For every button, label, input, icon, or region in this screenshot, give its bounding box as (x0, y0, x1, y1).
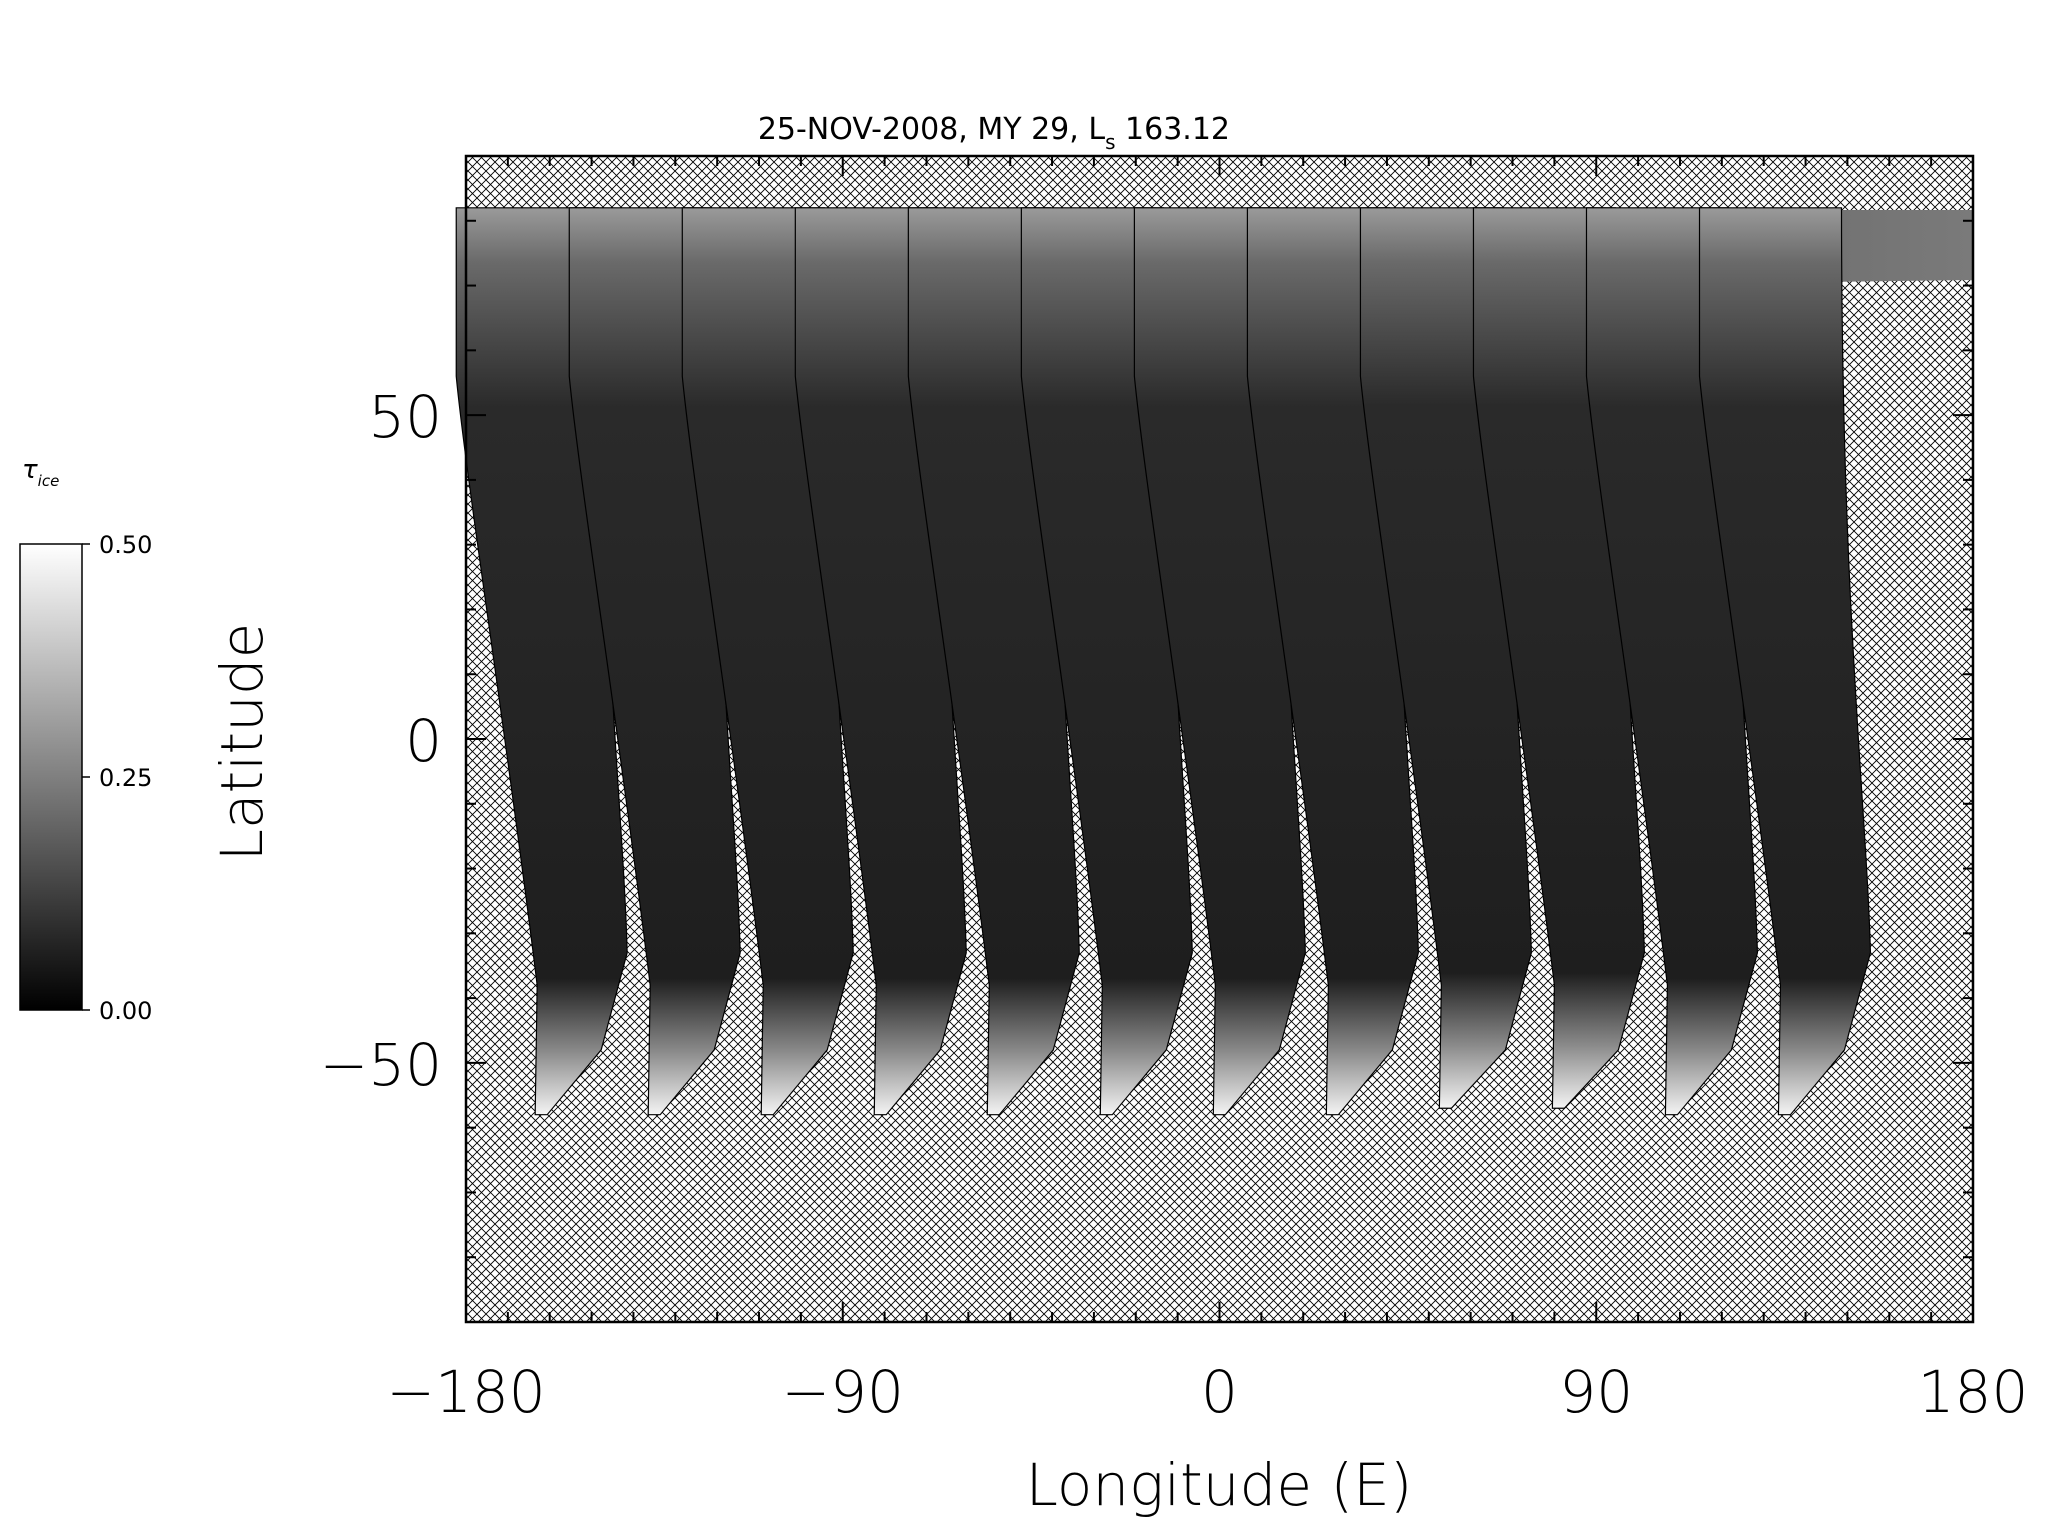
x-axis-tick-labels: −180 −90 0 90 180 (386, 1358, 2028, 1426)
x-tick-label: 90 (1559, 1358, 1633, 1426)
colorbar-tick-label: 0.25 (99, 764, 152, 792)
colorbar-title: τice (22, 455, 59, 490)
y-axis-title: Latitude (208, 623, 276, 862)
colorbar-ticks: 0.00 0.25 0.50 (82, 531, 152, 1025)
x-tick-label: 180 (1918, 1358, 2029, 1426)
x-tick-label: −90 (782, 1358, 904, 1426)
x-tick-label: −180 (386, 1358, 545, 1426)
colorbar-tick-label: 0.50 (99, 531, 152, 559)
y-tick-label: 50 (368, 383, 442, 451)
swath-layer (455, 207, 1872, 1116)
observation-swath-12 (1698, 207, 1872, 1116)
y-tick-label: −50 (320, 1031, 442, 1099)
colorbar: τice 0.00 0.25 0.50 (19, 455, 152, 1025)
colorbar-tick-label: 0.00 (99, 997, 152, 1025)
colorbar-scale (19, 543, 83, 1011)
x-axis-title: Longitude (E) (1026, 1451, 1413, 1519)
x-tick-label: 0 (1201, 1358, 1238, 1426)
y-tick-label: 0 (405, 707, 442, 775)
chart-title: 25-NOV-2008, MY 29, Ls 163.12 (758, 112, 1230, 154)
x-axis-ticks (465, 156, 1974, 1322)
y-axis-ticks (466, 155, 1973, 1323)
y-axis-tick-labels: −50 0 50 (320, 383, 442, 1099)
plot-area (455, 154, 1975, 1324)
